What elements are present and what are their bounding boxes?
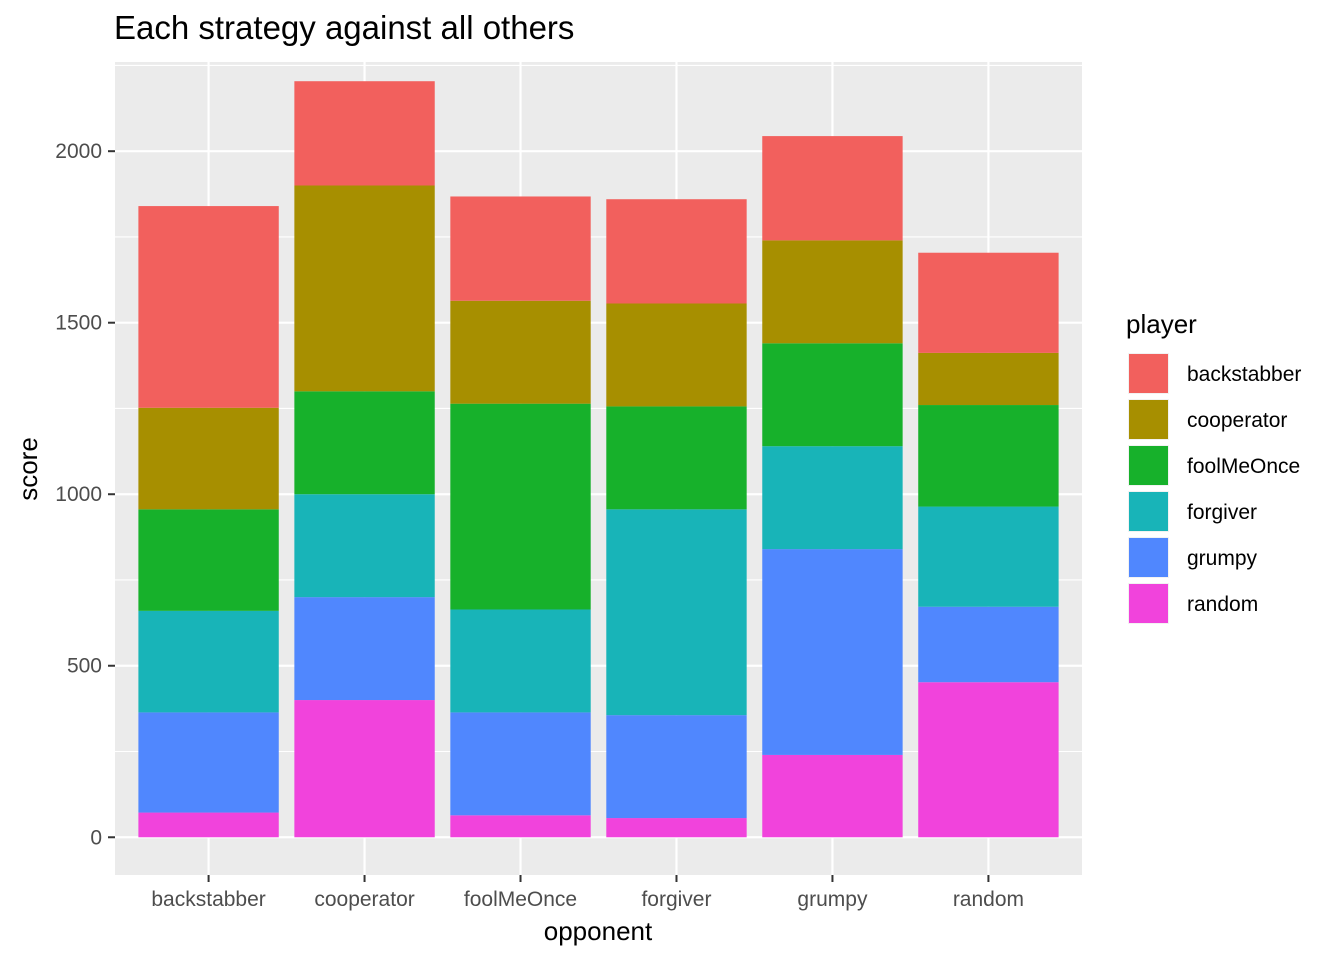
legend-swatch-foolMeOnce: [1129, 446, 1168, 485]
bar-backstabber-foolMeOnce: [138, 509, 279, 611]
y-tick-label: 1000: [55, 483, 102, 506]
bar-random-cooperator: [918, 352, 1059, 406]
bar-cooperator-random: [294, 700, 435, 838]
bar-foolMeOnce-grumpy: [450, 712, 591, 816]
bar-forgiver-backstabber: [606, 199, 747, 304]
legend-label-backstabber: backstabber: [1187, 363, 1301, 386]
y-tick-label: 0: [90, 826, 102, 849]
bar-backstabber-backstabber: [138, 206, 279, 408]
x-tick-label-grumpy: grumpy: [797, 888, 868, 911]
x-tick-label-foolMeOnce: foolMeOnce: [464, 888, 577, 911]
bar-foolMeOnce-forgiver: [450, 609, 591, 713]
bar-grumpy-backstabber: [762, 136, 903, 241]
bar-backstabber-forgiver: [138, 610, 279, 713]
x-tick-label-forgiver: forgiver: [641, 888, 711, 911]
bar-cooperator-backstabber: [294, 81, 435, 186]
legend-title: player: [1126, 309, 1197, 339]
bar-backstabber-random: [138, 812, 279, 838]
legend-swatch-backstabber: [1129, 354, 1168, 393]
y-tick-label: 2000: [55, 140, 102, 163]
bar-foolMeOnce-backstabber: [450, 196, 591, 301]
bar-grumpy-cooperator: [762, 240, 903, 344]
x-axis: backstabber cooperator foolMeOnce forgiver g…: [151, 875, 1024, 911]
legend-label-forgiver: forgiver: [1187, 501, 1257, 524]
legend-label-cooperator: cooperator: [1187, 409, 1287, 432]
bar-forgiver-cooperator: [606, 303, 747, 407]
legend-swatch-random: [1129, 584, 1168, 623]
x-tick-label-cooperator: cooperator: [314, 888, 414, 911]
bar-cooperator-foolMeOnce: [294, 391, 435, 495]
bar-grumpy-forgiver: [762, 446, 903, 550]
legend-swatch-forgiver: [1129, 492, 1168, 531]
bar-foolMeOnce-cooperator: [450, 300, 591, 404]
bar-backstabber-grumpy: [138, 712, 279, 813]
y-tick-label: 500: [67, 655, 102, 678]
bar-cooperator-cooperator: [294, 185, 435, 392]
x-tick-label-backstabber: backstabber: [151, 888, 265, 911]
bar-forgiver-foolMeOnce: [606, 406, 747, 510]
bar-random-backstabber: [918, 252, 1059, 353]
chart-title: Each strategy against all others: [114, 9, 574, 46]
bar-cooperator-grumpy: [294, 597, 435, 701]
legend-swatch-grumpy: [1129, 538, 1168, 577]
legend-label-random: random: [1187, 593, 1258, 616]
bars: [138, 81, 1059, 838]
bar-foolMeOnce-foolMeOnce: [450, 403, 591, 610]
y-axis-title: score: [13, 437, 43, 501]
bar-grumpy-grumpy: [762, 549, 903, 755]
bar-grumpy-random: [762, 754, 903, 838]
bar-random-random: [918, 682, 1059, 838]
legend-label-grumpy: grumpy: [1187, 547, 1258, 570]
y-axis: 0 500 1000 1500 2000: [55, 140, 115, 849]
bar-random-foolMeOnce: [918, 405, 1059, 507]
bar-forgiver-random: [606, 818, 747, 838]
legend-label-foolMeOnce: foolMeOnce: [1187, 455, 1300, 478]
bar-cooperator-forgiver: [294, 494, 435, 598]
legend: player backstabber cooperator foolMeOnce fo…: [1126, 309, 1301, 624]
x-tick-label-random: random: [953, 888, 1024, 911]
x-axis-title: opponent: [544, 916, 653, 946]
legend-swatch-cooperator: [1129, 400, 1168, 439]
bar-forgiver-forgiver: [606, 509, 747, 716]
y-tick-label: 1500: [55, 312, 102, 335]
bar-backstabber-cooperator: [138, 407, 279, 510]
bar-foolMeOnce-random: [450, 815, 591, 838]
bar-forgiver-grumpy: [606, 715, 747, 819]
bar-random-grumpy: [918, 606, 1059, 683]
bar-grumpy-foolMeOnce: [762, 343, 903, 447]
bar-random-forgiver: [918, 506, 1059, 607]
